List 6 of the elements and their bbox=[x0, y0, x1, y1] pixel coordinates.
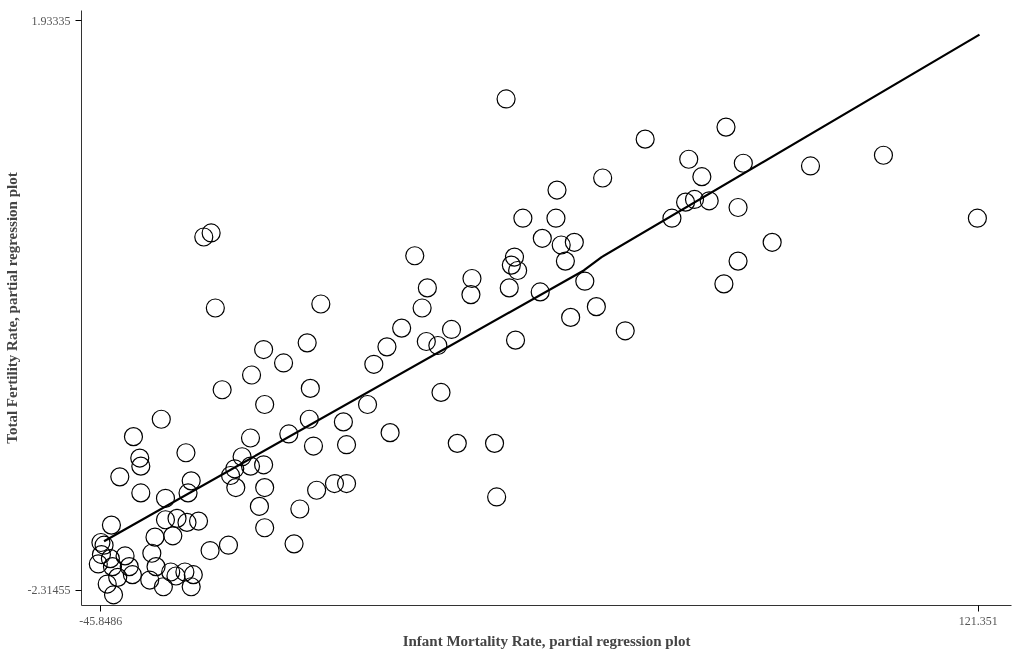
x-tick-label: 121.351 bbox=[958, 613, 998, 628]
x-axis-title: Infant Mortality Rate, partial regression plot bbox=[402, 632, 691, 649]
y-tick-label: -2.31455 bbox=[27, 583, 71, 598]
y-tick-label: 1.93335 bbox=[31, 13, 71, 28]
x-tick-label: -45.8486 bbox=[79, 613, 123, 628]
y-axis-title: Total Fertility Rate, partial regression plot bbox=[3, 172, 20, 444]
